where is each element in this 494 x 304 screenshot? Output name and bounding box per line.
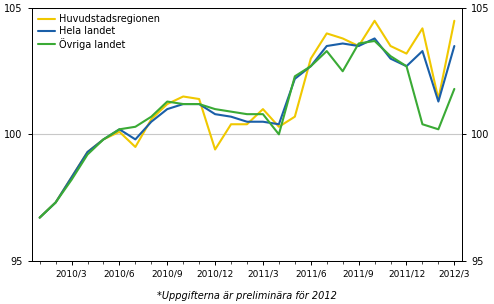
Övriga landet xyxy=(435,127,441,131)
Huvudstadsregionen xyxy=(388,44,394,48)
Hela landet xyxy=(228,115,234,119)
Hela landet xyxy=(340,42,346,45)
Huvudstadsregionen xyxy=(132,145,138,149)
Hela landet xyxy=(37,216,42,219)
Huvudstadsregionen xyxy=(84,150,90,154)
Huvudstadsregionen xyxy=(276,125,282,129)
Huvudstadsregionen xyxy=(69,175,75,179)
Huvudstadsregionen xyxy=(196,97,202,101)
Övriga landet xyxy=(452,87,457,91)
Line: Hela landet: Hela landet xyxy=(40,38,454,218)
Huvudstadsregionen xyxy=(165,102,170,106)
Huvudstadsregionen xyxy=(244,123,250,126)
Hela landet xyxy=(324,44,329,48)
Hela landet xyxy=(388,57,394,60)
Övriga landet xyxy=(244,112,250,116)
Line: Huvudstadsregionen: Huvudstadsregionen xyxy=(40,21,454,218)
Huvudstadsregionen xyxy=(228,123,234,126)
Övriga landet xyxy=(371,39,377,43)
Huvudstadsregionen xyxy=(435,97,441,101)
Övriga landet xyxy=(117,127,123,131)
Övriga landet xyxy=(356,42,362,45)
Hela landet xyxy=(452,44,457,48)
Hela landet xyxy=(356,44,362,48)
Övriga landet xyxy=(148,115,154,119)
Huvudstadsregionen xyxy=(148,117,154,121)
Övriga landet xyxy=(260,112,266,116)
Övriga landet xyxy=(69,178,75,181)
Övriga landet xyxy=(84,153,90,156)
Huvudstadsregionen xyxy=(452,19,457,22)
Övriga landet xyxy=(132,125,138,129)
Hela landet xyxy=(84,150,90,154)
Hela landet xyxy=(419,49,425,53)
Hela landet xyxy=(148,120,154,123)
Hela landet xyxy=(100,138,106,141)
Text: *Uppgifterna är preliminära för 2012: *Uppgifterna är preliminära för 2012 xyxy=(157,291,337,301)
Övriga landet xyxy=(228,110,234,113)
Hela landet xyxy=(165,107,170,111)
Huvudstadsregionen xyxy=(292,115,298,119)
Hela landet xyxy=(53,201,59,204)
Huvudstadsregionen xyxy=(356,44,362,48)
Hela landet xyxy=(196,102,202,106)
Hela landet xyxy=(404,64,410,68)
Huvudstadsregionen xyxy=(308,57,314,60)
Huvudstadsregionen xyxy=(324,32,329,35)
Hela landet xyxy=(180,102,186,106)
Hela landet xyxy=(308,64,314,68)
Hela landet xyxy=(260,120,266,123)
Övriga landet xyxy=(53,201,59,204)
Huvudstadsregionen xyxy=(212,148,218,151)
Huvudstadsregionen xyxy=(371,19,377,22)
Övriga landet xyxy=(180,102,186,106)
Huvudstadsregionen xyxy=(37,216,42,219)
Line: Övriga landet: Övriga landet xyxy=(40,41,454,218)
Övriga landet xyxy=(100,138,106,141)
Övriga landet xyxy=(196,102,202,106)
Övriga landet xyxy=(276,133,282,136)
Hela landet xyxy=(212,112,218,116)
Övriga landet xyxy=(404,64,410,68)
Hela landet xyxy=(117,127,123,131)
Hela landet xyxy=(69,175,75,179)
Hela landet xyxy=(371,36,377,40)
Övriga landet xyxy=(324,49,329,53)
Övriga landet xyxy=(37,216,42,219)
Hela landet xyxy=(435,100,441,103)
Övriga landet xyxy=(212,107,218,111)
Huvudstadsregionen xyxy=(117,130,123,134)
Övriga landet xyxy=(165,100,170,103)
Hela landet xyxy=(244,120,250,123)
Hela landet xyxy=(292,77,298,81)
Huvudstadsregionen xyxy=(100,138,106,141)
Övriga landet xyxy=(388,54,394,58)
Övriga landet xyxy=(419,123,425,126)
Huvudstadsregionen xyxy=(419,26,425,30)
Hela landet xyxy=(276,123,282,126)
Övriga landet xyxy=(292,74,298,78)
Huvudstadsregionen xyxy=(404,52,410,55)
Huvudstadsregionen xyxy=(53,201,59,204)
Huvudstadsregionen xyxy=(340,36,346,40)
Huvudstadsregionen xyxy=(260,107,266,111)
Övriga landet xyxy=(340,69,346,73)
Huvudstadsregionen xyxy=(180,95,186,98)
Legend: Huvudstadsregionen, Hela landet, Övriga landet: Huvudstadsregionen, Hela landet, Övriga … xyxy=(36,12,162,52)
Övriga landet xyxy=(308,64,314,68)
Hela landet xyxy=(132,138,138,141)
